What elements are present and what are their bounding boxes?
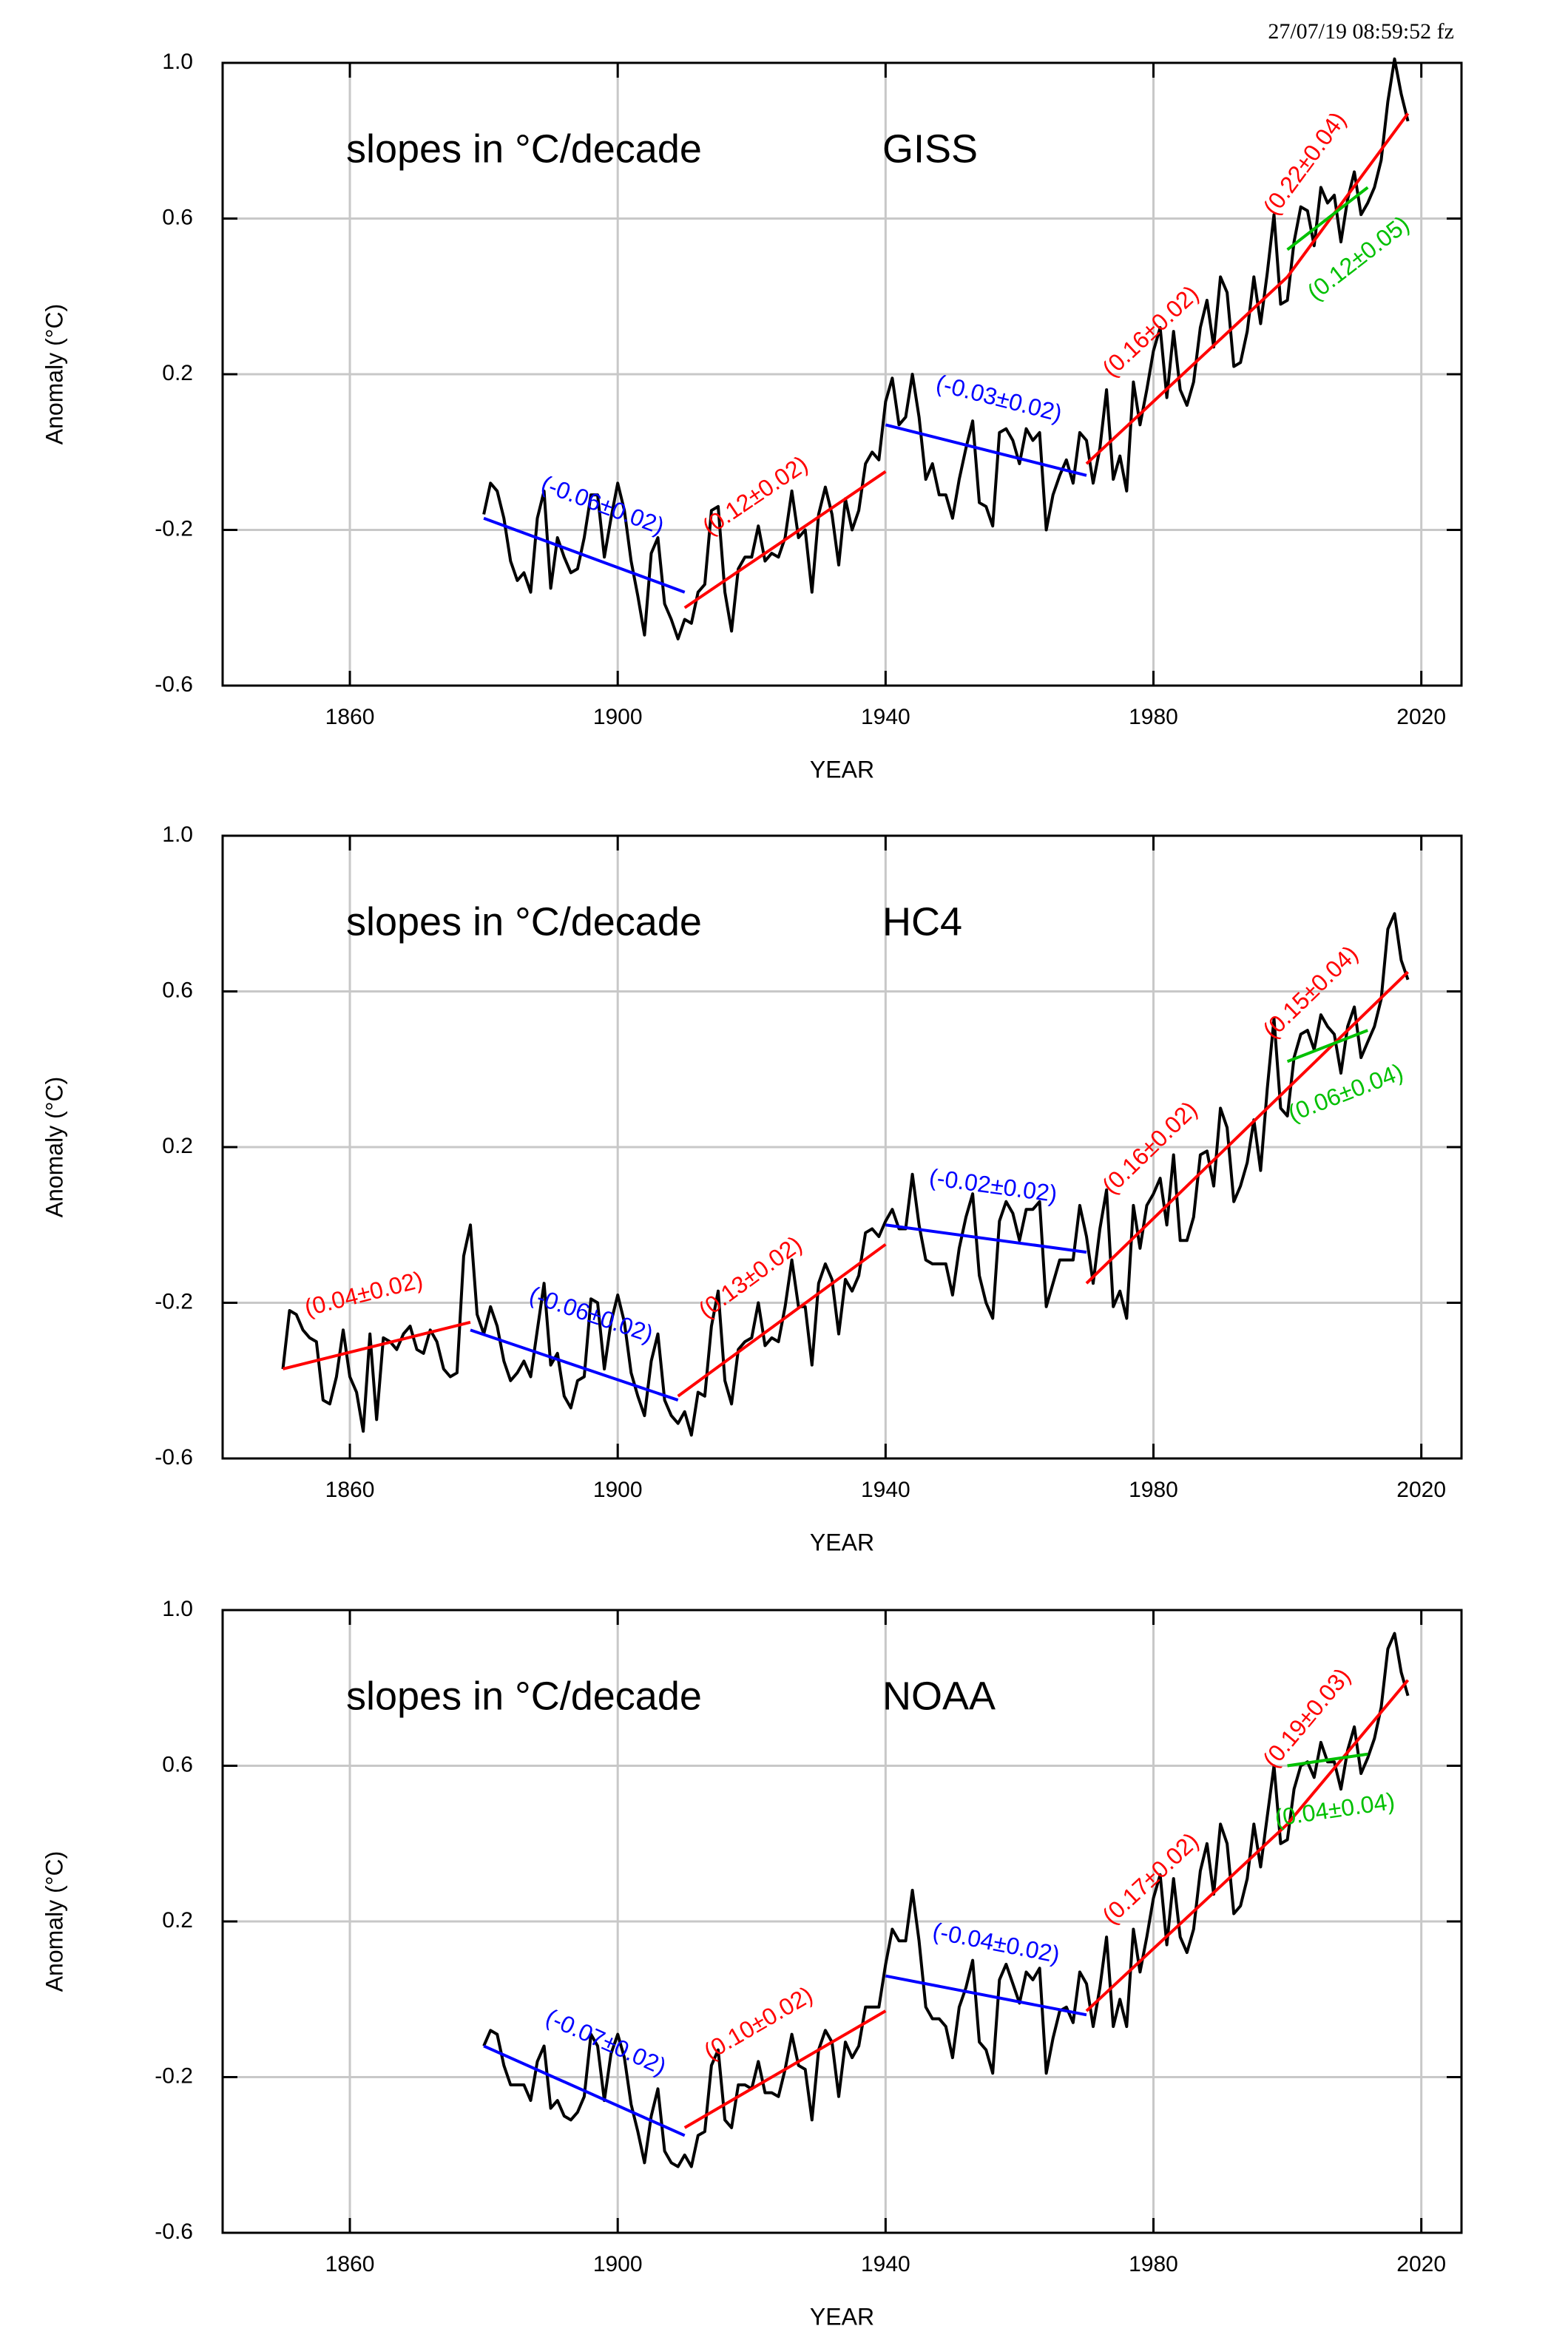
y-tick-label: 1.0 — [162, 50, 193, 74]
y-axis-title: Anomaly (°C) — [41, 1851, 67, 1992]
trend-label: (-0.04±0.02) — [930, 1918, 1062, 1968]
y-tick-label: -0.6 — [155, 2219, 193, 2244]
trend-line — [683, 470, 887, 609]
y-tick-label: 1.0 — [162, 1597, 193, 1621]
x-tick-label: 2020 — [1396, 2252, 1446, 2276]
trend-label: (0.10±0.02) — [699, 1981, 817, 2065]
y-tick-label: 0.6 — [162, 978, 193, 1002]
x-tick-label: 1860 — [325, 2252, 375, 2276]
trend-line — [885, 423, 1087, 477]
y-tick-label: 0.2 — [162, 1908, 193, 1933]
trend-label: (0.19±0.03) — [1257, 1663, 1356, 1772]
y-tick-label: -0.2 — [155, 2063, 193, 2088]
trend-line — [683, 2009, 887, 2129]
plot-frame — [221, 1609, 1463, 2234]
y-tick-label: -0.6 — [155, 672, 193, 697]
trend-label: (0.12±0.02) — [697, 450, 812, 541]
timestamp: 27/07/19 08:59:52 fz — [1268, 19, 1454, 44]
y-tick-label: 0.2 — [162, 361, 193, 385]
x-tick-label: 1900 — [593, 1478, 643, 1502]
y-tick-label: 0.6 — [162, 205, 193, 229]
x-tick-label: 2020 — [1396, 1478, 1446, 1502]
trend-line — [1286, 186, 1369, 251]
panel: 1860 1900 1940 1980 2020 -0.6 -0.2 0.2 0.6 1.0 YEA… — [41, 1597, 1463, 2330]
trend-line — [885, 1974, 1087, 2017]
trend-line — [885, 1223, 1087, 1254]
y-axis-title: Anomaly (°C) — [41, 304, 67, 445]
trend-label: (-0.03±0.02) — [933, 370, 1065, 427]
trend-line — [1085, 1087, 1288, 1285]
x-tick-label: 1900 — [593, 705, 643, 729]
x-tick-label: 1940 — [861, 1478, 910, 1502]
trend-line — [483, 516, 686, 594]
annotation: slopes in °C/decade — [346, 126, 702, 171]
y-tick-label: -0.6 — [155, 1445, 193, 1470]
y-tick-label: -0.2 — [155, 516, 193, 541]
trend-line — [1286, 970, 1409, 1090]
y-tick-label: 1.0 — [162, 822, 193, 847]
trend-line — [483, 2044, 686, 2137]
x-tick-label: 1980 — [1129, 705, 1178, 729]
annotation: slopes in °C/decade — [346, 899, 702, 944]
chart-title: GISS — [882, 126, 978, 171]
trend-label: (0.04±0.04) — [1273, 1788, 1396, 1831]
trend-label: (0.06±0.04) — [1285, 1058, 1407, 1127]
plot-frame — [221, 834, 1463, 1460]
x-tick-label: 1980 — [1129, 2252, 1178, 2276]
trend-line — [283, 1320, 471, 1370]
x-tick-label: 1980 — [1129, 1478, 1178, 1502]
trend-line — [1286, 1679, 1410, 1825]
trend-line — [1085, 275, 1288, 465]
trend-label: (-0.02±0.02) — [927, 1163, 1058, 1207]
x-tick-label: 1900 — [593, 2252, 643, 2276]
x-tick-label: 1860 — [325, 705, 375, 729]
x-axis-title: YEAR — [810, 1529, 874, 1555]
x-axis-title: YEAR — [810, 756, 874, 782]
y-tick-label: 0.2 — [162, 1134, 193, 1158]
trend-line — [1285, 112, 1410, 278]
trend-line — [1287, 1752, 1368, 1768]
panel: 1860 1900 1940 1980 2020 -0.6 -0.2 0.2 0.6 1.0 YEA… — [41, 822, 1463, 1555]
x-tick-label: 2020 — [1396, 705, 1446, 729]
data-line — [281, 912, 1410, 1437]
trend-line — [1085, 1822, 1288, 2012]
trend-label: (-0.07±0.02) — [542, 2004, 671, 2080]
annotation: slopes in °C/decade — [346, 1674, 702, 1718]
x-axis-title: YEAR — [810, 2303, 874, 2330]
x-tick-label: 1940 — [861, 705, 910, 729]
trend-label: (0.04±0.02) — [302, 1266, 425, 1321]
plot-frame — [221, 61, 1463, 687]
y-axis-title: Anomaly (°C) — [41, 1077, 67, 1218]
chart-title: NOAA — [882, 1674, 996, 1718]
y-tick-label: 0.6 — [162, 1752, 193, 1776]
data-line — [482, 1632, 1410, 2168]
data-line — [482, 57, 1410, 640]
panel: 1860 1900 1940 1980 2020 -0.6 -0.2 0.2 0.6 1.0 YEA… — [41, 50, 1463, 782]
y-tick-label: -0.2 — [155, 1289, 193, 1314]
trend-label: (0.22±0.04) — [1258, 106, 1351, 220]
trend-line — [470, 1328, 679, 1402]
chart-title: HC4 — [882, 899, 962, 944]
trend-line — [1286, 1029, 1368, 1064]
trend-line — [677, 1242, 887, 1398]
x-tick-label: 1940 — [861, 2252, 910, 2276]
x-tick-label: 1860 — [325, 1478, 375, 1502]
